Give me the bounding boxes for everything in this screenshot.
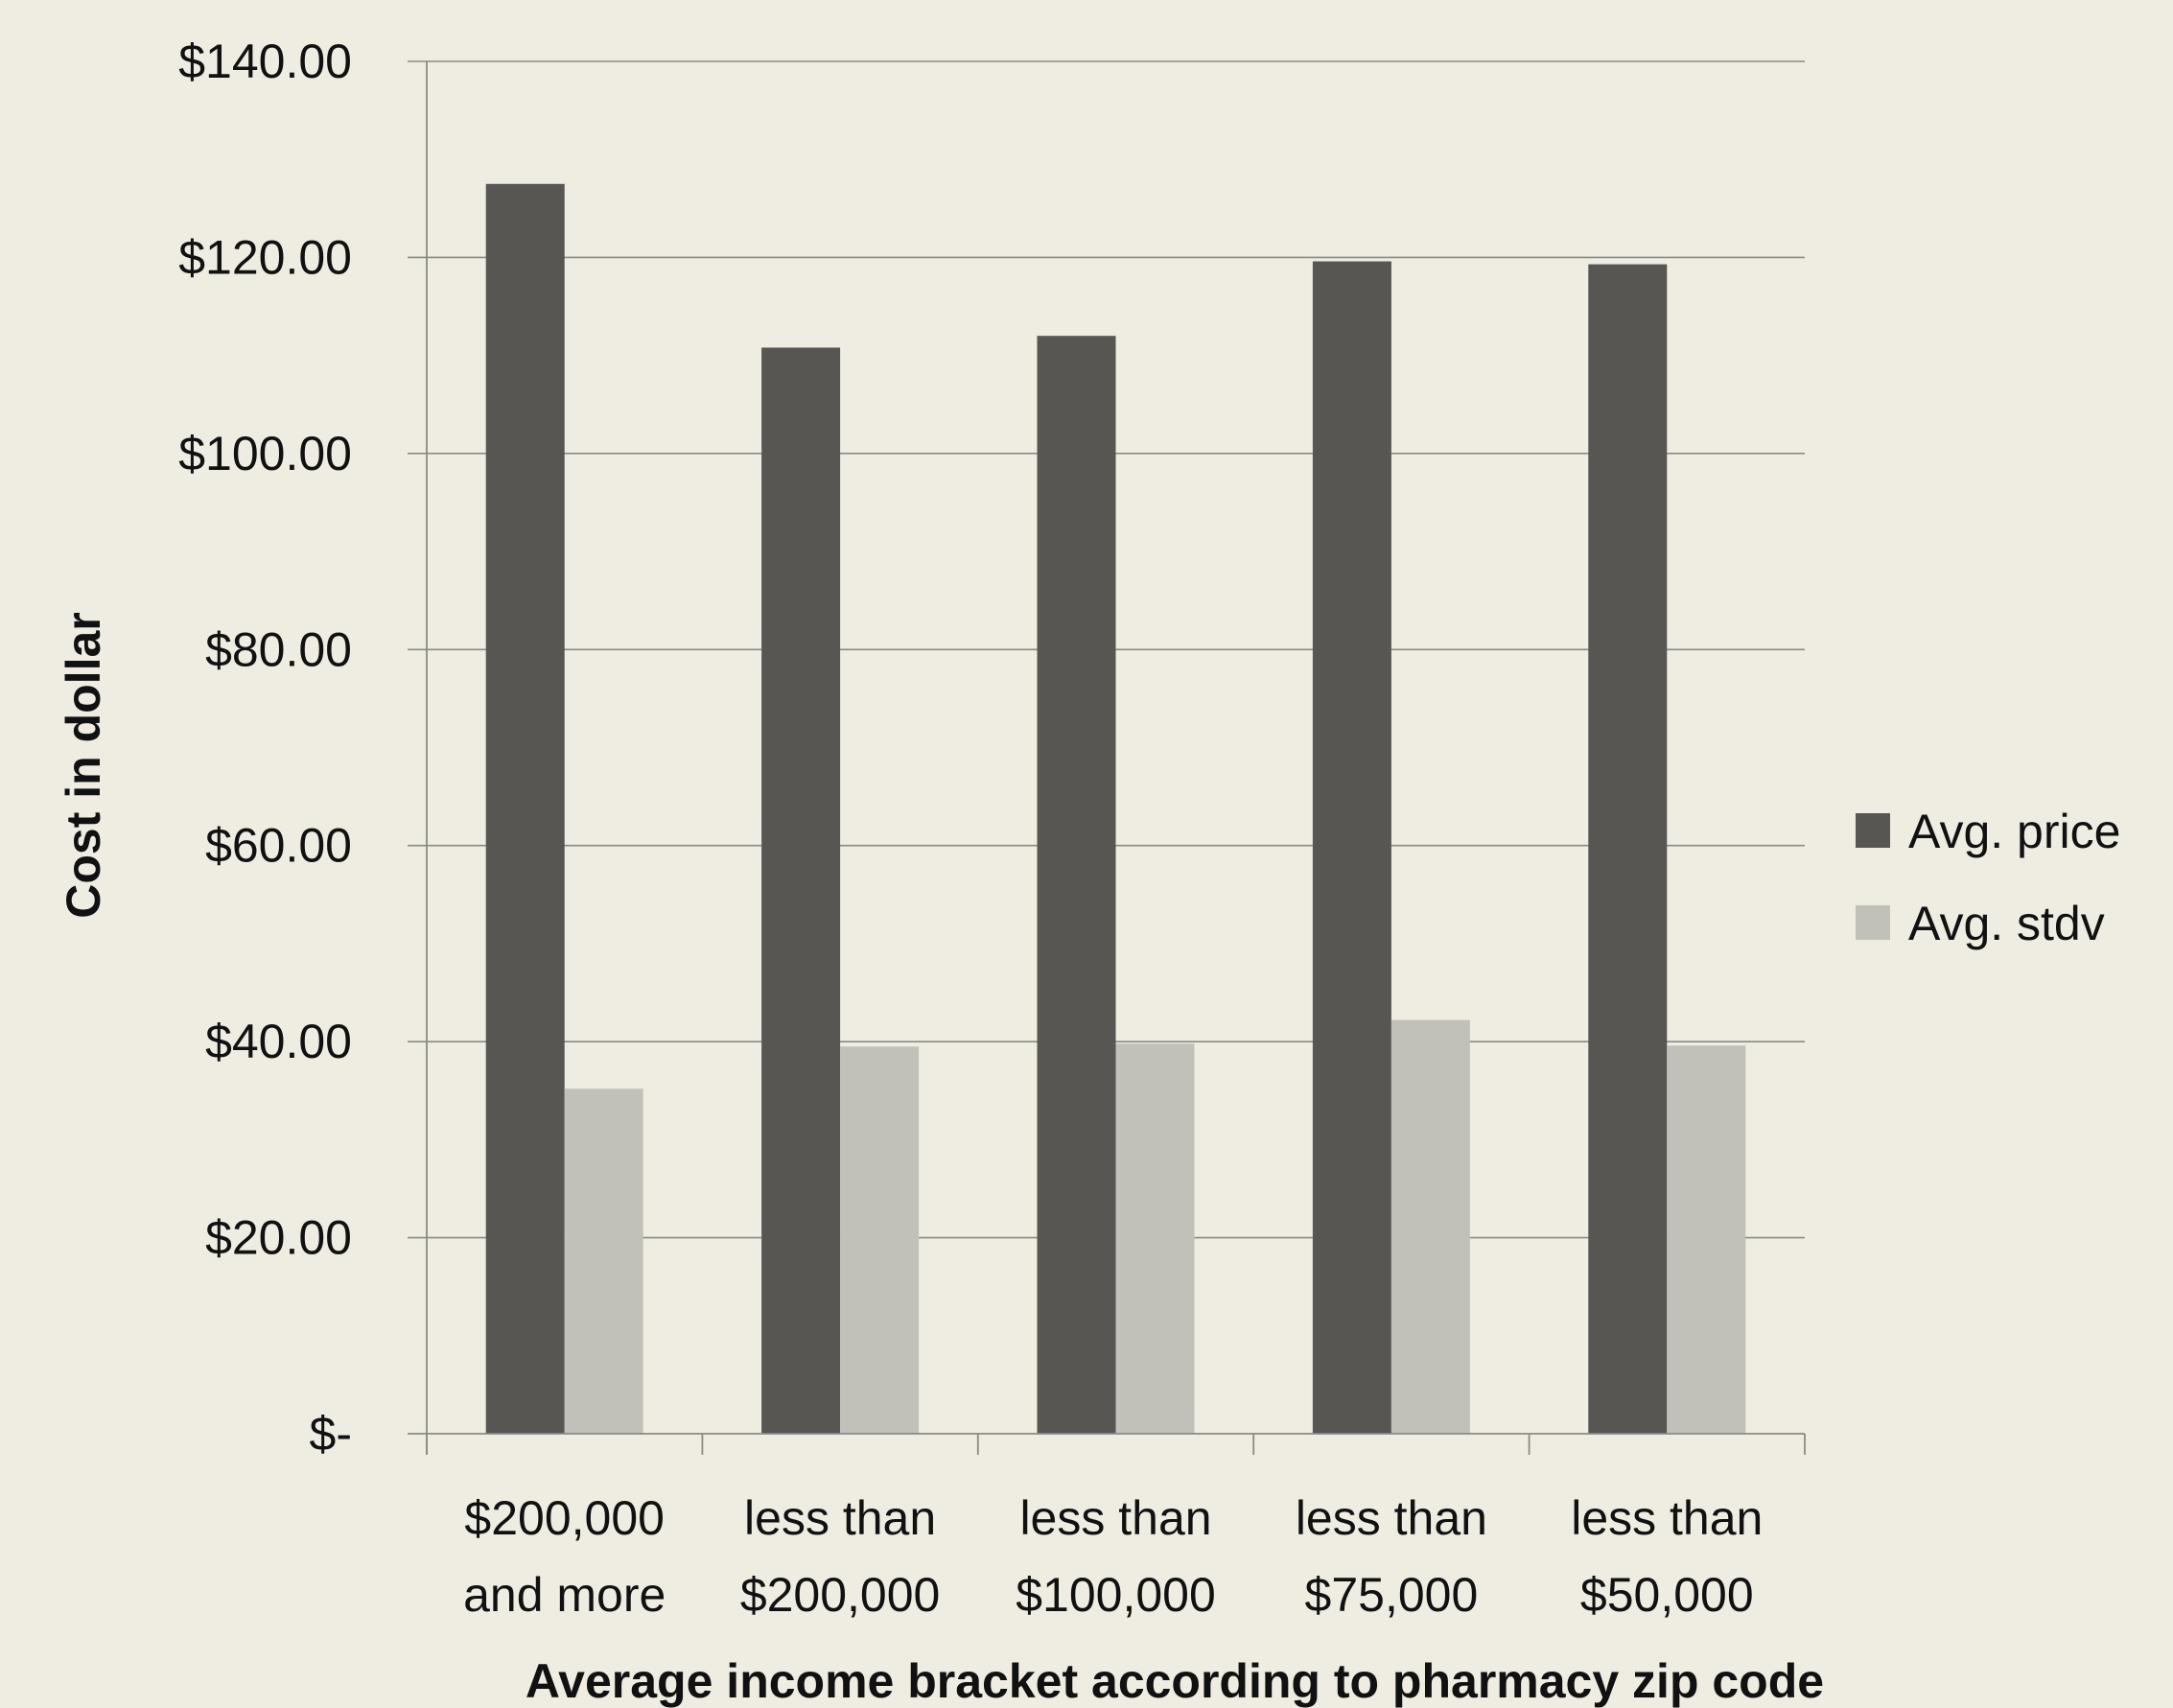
y-tick-labels: $- $20.00 $40.00 $60.00 $80.00 $100.00 $120.00… bbox=[178, 35, 352, 1461]
bar-avg-price bbox=[1313, 262, 1391, 1434]
bar-avg-stdv bbox=[1116, 1043, 1195, 1434]
x-tick-label: $50,000 bbox=[1580, 1568, 1754, 1622]
legend-swatch bbox=[1856, 813, 1890, 848]
x-tick-label: $100,000 bbox=[1016, 1568, 1216, 1622]
legend-label: Avg. price bbox=[1908, 805, 2120, 858]
bar-avg-stdv bbox=[840, 1046, 919, 1434]
y-tick-label: $- bbox=[310, 1407, 352, 1461]
bars bbox=[486, 184, 1746, 1434]
y-tick-label: $20.00 bbox=[205, 1211, 352, 1265]
x-tick-labels: $200,000 and more less than $200,000 less th… bbox=[463, 1491, 1763, 1622]
x-tick-label: $200,000 bbox=[464, 1491, 665, 1545]
bar-avg-price bbox=[1588, 265, 1667, 1434]
bar-avg-price bbox=[1038, 336, 1116, 1434]
y-tick-label: $40.00 bbox=[205, 1015, 352, 1068]
x-tick-label: $75,000 bbox=[1305, 1568, 1479, 1622]
bar-avg-price bbox=[761, 347, 840, 1434]
y-tick-label: $140.00 bbox=[178, 35, 352, 88]
bar-avg-stdv bbox=[565, 1088, 643, 1434]
x-tick-label: less than bbox=[1296, 1491, 1487, 1545]
x-tick-label: and more bbox=[463, 1568, 666, 1622]
bar-avg-price bbox=[486, 184, 565, 1434]
legend: Avg. price Avg. stdv bbox=[1856, 805, 2120, 950]
x-tick-label: less than bbox=[1571, 1491, 1763, 1545]
x-tick-label: $200,000 bbox=[740, 1568, 941, 1622]
y-tick-label: $100.00 bbox=[178, 427, 352, 480]
y-tick-label: $80.00 bbox=[205, 622, 352, 676]
legend-swatch bbox=[1856, 905, 1890, 940]
x-axis-title: Average income bracket according to phar… bbox=[526, 1654, 1824, 1708]
bar-avg-stdv bbox=[1391, 1020, 1470, 1434]
y-axis-title: Cost in dollar bbox=[57, 612, 110, 918]
x-tick-label: less than bbox=[744, 1491, 936, 1545]
y-tick-label: $120.00 bbox=[178, 230, 352, 284]
y-tick-label: $60.00 bbox=[205, 819, 352, 873]
bar-avg-stdv bbox=[1667, 1045, 1745, 1434]
x-tick-label: less than bbox=[1019, 1491, 1211, 1545]
legend-label: Avg. stdv bbox=[1908, 897, 2105, 950]
